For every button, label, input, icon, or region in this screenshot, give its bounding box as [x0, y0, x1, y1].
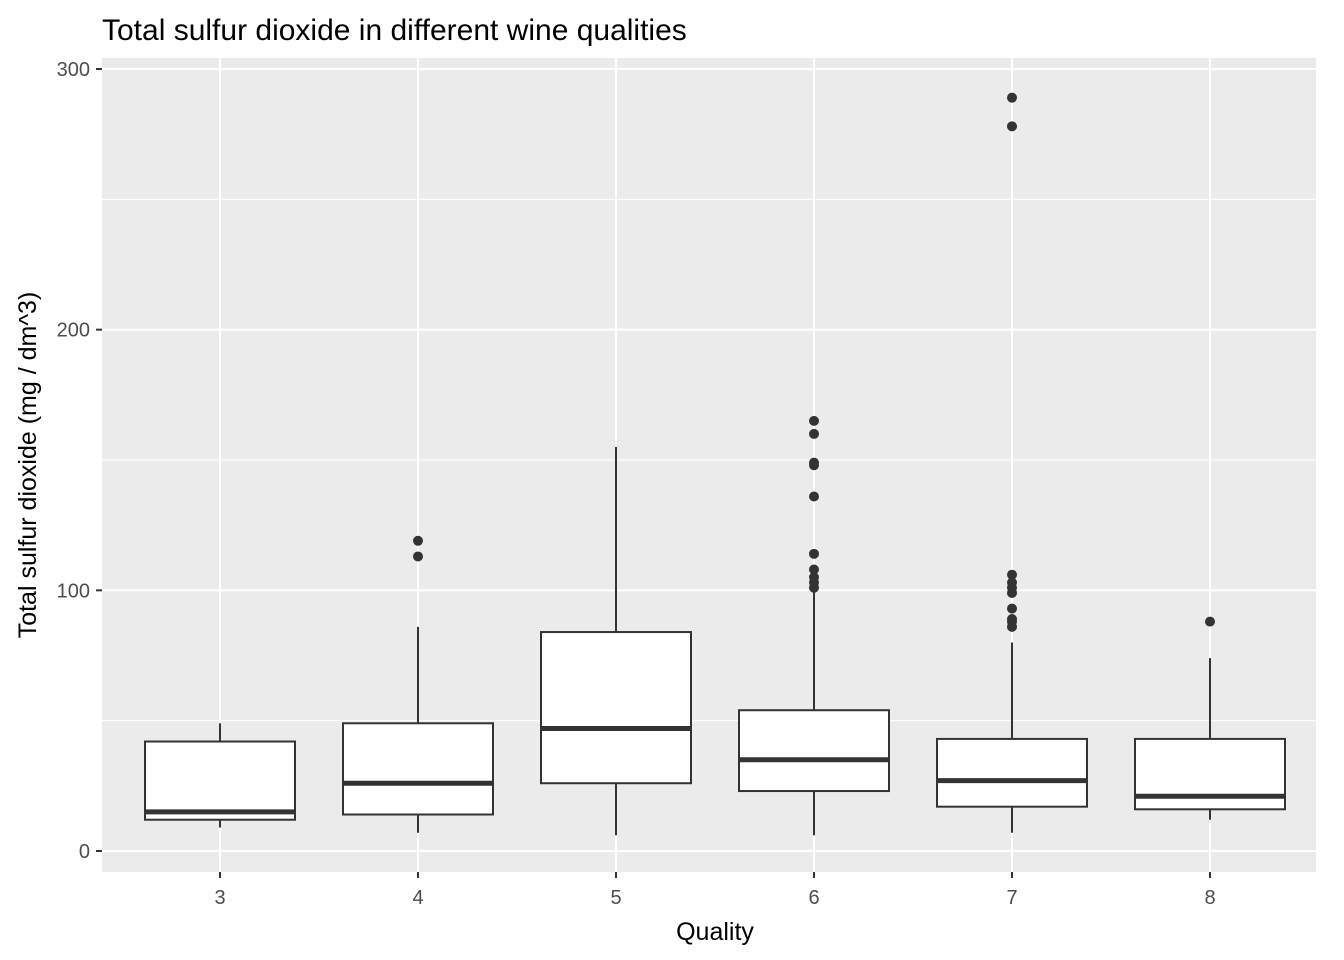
y-tick-label: 200	[57, 320, 90, 342]
x-tick-label: 4	[412, 887, 423, 909]
box-iqr	[540, 631, 692, 785]
box-iqr	[342, 722, 494, 816]
x-tick-label: 8	[1204, 887, 1215, 909]
x-axis: 3 4 5 6 7 8	[214, 872, 1216, 909]
outlier-point	[1007, 121, 1017, 132]
outlier-point	[1007, 603, 1017, 614]
outlier-point	[809, 428, 819, 439]
box-iqr	[144, 740, 296, 821]
box-8	[1134, 658, 1286, 820]
y-axis-title: Total sulfur dioxide (mg / dm^3)	[14, 292, 42, 639]
x-tick-label: 7	[1006, 887, 1017, 909]
x-tick-label: 5	[610, 887, 621, 909]
outlier-point	[809, 548, 819, 559]
outlier-point	[809, 415, 819, 426]
outlier-point	[1007, 569, 1017, 580]
box-7	[936, 642, 1088, 833]
outlier-point	[413, 551, 423, 562]
outlier-point	[809, 457, 819, 468]
y-axis: 0 100 200 300	[57, 59, 102, 863]
outlier-point	[1205, 616, 1215, 627]
plot-panel	[102, 58, 1316, 872]
y-tick-label: 0	[79, 841, 90, 863]
box-5	[540, 446, 692, 836]
outlier-point	[809, 491, 819, 502]
box-iqr	[738, 709, 890, 793]
box-3	[144, 723, 296, 828]
box-series	[144, 446, 1286, 836]
outlier-points	[413, 92, 1215, 632]
outlier-point	[1007, 614, 1017, 625]
outlier-point	[1007, 92, 1017, 103]
x-tick-label: 6	[808, 887, 819, 909]
box-6	[738, 590, 890, 836]
outlier-point	[1007, 577, 1017, 588]
outlier-point	[809, 572, 819, 583]
y-tick-label: 100	[57, 580, 90, 602]
box-iqr	[936, 737, 1088, 808]
y-tick-label: 300	[57, 59, 90, 81]
box-4	[342, 626, 494, 833]
x-axis-title: Quality	[676, 918, 754, 946]
minor-gridlines	[102, 198, 1316, 722]
outlier-point	[413, 535, 423, 546]
chart-title: Total sulfur dioxide in different wine q…	[102, 14, 687, 47]
outlier-point	[809, 564, 819, 575]
x-tick-label: 3	[214, 887, 225, 909]
